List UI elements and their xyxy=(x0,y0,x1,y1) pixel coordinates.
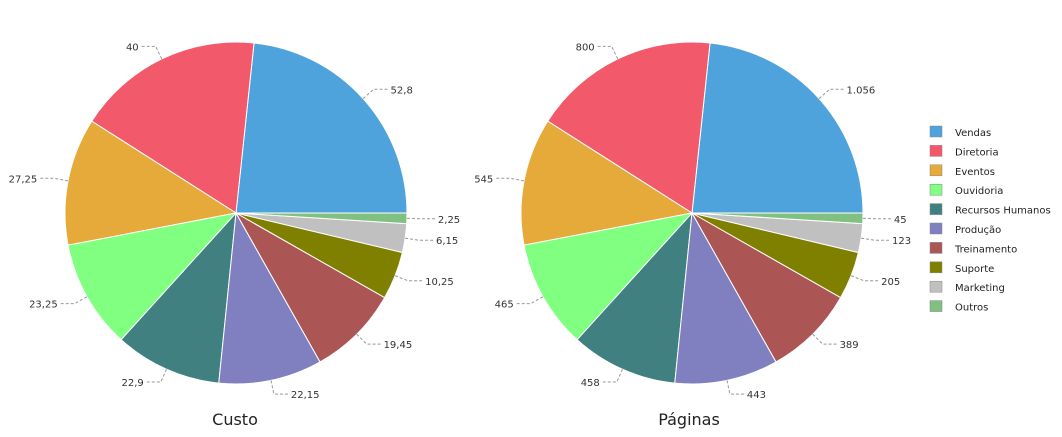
legend-swatch-producao xyxy=(929,222,943,235)
slice-label-ouvidoria: 23,25 xyxy=(29,300,58,311)
chart-title-custo: Custo xyxy=(212,410,258,429)
legend-swatch-vendas xyxy=(929,125,943,138)
slice-label-producao: 443 xyxy=(747,390,766,401)
slice-label-recursos-humanos: 458 xyxy=(581,378,600,389)
leader-line xyxy=(516,296,544,305)
leader-line xyxy=(40,177,69,182)
slice-label-eventos: 27,25 xyxy=(9,174,38,185)
legend-label-treinamento: Treinamento xyxy=(954,244,1017,255)
leader-line xyxy=(597,45,619,60)
pie-slice-recursos-humanos xyxy=(576,211,693,384)
legend-swatch-treinamento xyxy=(929,242,943,254)
legend: Vendas Diretoria Eventos Ouvidoria Recursos … xyxy=(929,125,1051,314)
legend-label-eventos: Eventos xyxy=(955,167,995,178)
pie-slice-vendas xyxy=(691,42,864,214)
legend-swatch-diretoria xyxy=(929,145,943,157)
leader-line xyxy=(405,237,433,241)
pie-slice-vendas xyxy=(235,42,408,214)
legend-label-vendas: Vendas xyxy=(955,128,991,139)
slice-label-ouvidoria: 465 xyxy=(495,300,514,311)
slice-label-eventos: 545 xyxy=(474,174,493,185)
leader-line xyxy=(362,88,388,100)
slice-label-vendas: 1.056 xyxy=(847,85,876,96)
slice-label-suporte: 10,25 xyxy=(425,277,454,288)
slice-label-vendas: 52,8 xyxy=(391,85,413,96)
legend-label-ouvidoria: Ouvidoria xyxy=(955,186,1003,197)
legend-swatch-outros xyxy=(929,300,943,312)
slice-label-treinamento: 389 xyxy=(840,340,859,351)
slice-label-marketing: 6,15 xyxy=(436,236,458,247)
legend-label-diretoria: Diretoria xyxy=(955,147,999,158)
leader-line xyxy=(726,380,744,395)
pie-slice-producao xyxy=(218,211,321,385)
slice-label-producao: 22,15 xyxy=(291,390,320,401)
leader-line xyxy=(496,177,525,182)
pie-slice-producao xyxy=(674,211,777,385)
pie-chart-paginas: 1.056 800 545 465 458 443 389 205 123 45 xyxy=(474,41,911,401)
legend-swatch-ouvidoria xyxy=(929,183,943,196)
leader-line xyxy=(356,333,381,345)
pie-slice-ouvidoria xyxy=(67,212,238,341)
leader-line xyxy=(270,380,288,395)
chart-title-paginas: Páginas xyxy=(658,410,720,429)
leader-line xyxy=(60,296,88,305)
leader-line xyxy=(818,88,844,100)
pie-chart-custo: 52,8 40 27,25 23,25 22,9 22,15 19,45 10,25 6,15 2… xyxy=(9,41,460,401)
slice-label-treinamento: 19,45 xyxy=(384,340,413,351)
leader-line xyxy=(146,369,167,383)
slice-label-recursos-humanos: 22,9 xyxy=(122,378,144,389)
slice-label-diretoria: 800 xyxy=(576,42,595,53)
legend-swatch-suporte xyxy=(929,261,943,274)
leader-line xyxy=(812,333,837,345)
legend-swatch-eventos xyxy=(929,164,943,177)
pie-slice-treinamento xyxy=(690,211,842,363)
legend-swatch-recursos-humanos xyxy=(929,203,943,215)
legend-label-producao: Produção xyxy=(955,225,1001,236)
slice-label-marketing: 123 xyxy=(892,236,911,247)
leader-line xyxy=(861,237,889,241)
legend-label-outros: Outros xyxy=(955,303,988,314)
slice-label-outros: 2,25 xyxy=(438,215,460,226)
slice-label-outros: 45 xyxy=(894,215,907,226)
leader-line xyxy=(602,369,623,383)
slice-label-suporte: 205 xyxy=(881,277,900,288)
pie-slice-recursos-humanos xyxy=(120,211,237,384)
pie-slice-ouvidoria xyxy=(523,212,694,341)
legend-label-recursos-humanos: Recursos Humanos xyxy=(955,206,1051,217)
legend-label-marketing: Marketing xyxy=(955,283,1005,294)
leader-line xyxy=(141,45,163,60)
leader-line xyxy=(850,275,879,282)
pie-slice-treinamento xyxy=(234,211,386,363)
slice-label-diretoria: 40 xyxy=(126,42,139,53)
leader-line xyxy=(394,275,423,282)
legend-swatch-marketing xyxy=(929,280,943,293)
legend-label-suporte: Suporte xyxy=(955,264,994,275)
